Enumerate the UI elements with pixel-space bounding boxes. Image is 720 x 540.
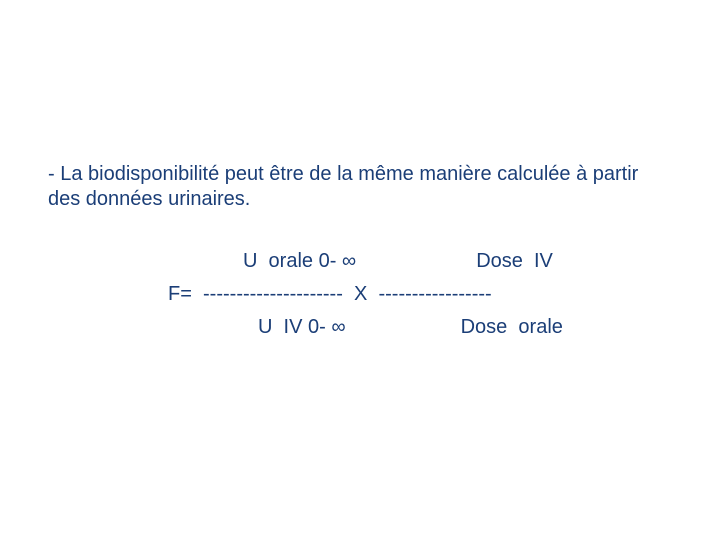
formula-prefix: F= xyxy=(168,283,203,306)
fraction-bar-left: --------------------- xyxy=(203,283,343,306)
fraction-bar-right: ----------------- xyxy=(378,283,491,306)
numerator-left: U orale 0- ∞ xyxy=(243,250,356,273)
denominator-right: Dose orale xyxy=(461,316,563,339)
multiply-x: X xyxy=(343,283,379,306)
intro-text: - La biodisponibilité peut être de la mê… xyxy=(48,162,672,212)
formula-middle-row: F= --------------------- X -------------… xyxy=(168,283,672,306)
bioavailability-formula: U orale 0- ∞ Dose IV F= ----------------… xyxy=(48,250,672,339)
denominator-left: U IV 0- ∞ xyxy=(258,316,346,339)
formula-denominator-row: U IV 0- ∞ Dose orale xyxy=(258,316,672,339)
numerator-right: Dose IV xyxy=(476,250,553,273)
slide: - La biodisponibilité peut être de la mê… xyxy=(0,0,720,540)
formula-numerator-row: U orale 0- ∞ Dose IV xyxy=(243,250,672,273)
